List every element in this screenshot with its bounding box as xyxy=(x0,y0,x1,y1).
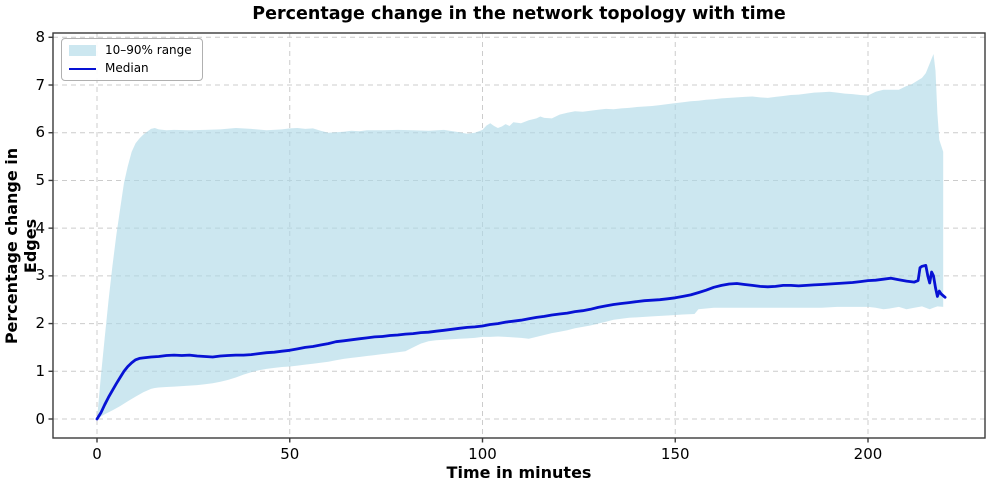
y-tick-label: 6 xyxy=(35,123,45,142)
legend-label-band: 10–90% range xyxy=(105,43,192,57)
x-tick-label: 150 xyxy=(660,445,690,463)
y-tick-label: 1 xyxy=(35,361,45,380)
y-tick-label: 0 xyxy=(35,409,45,428)
x-tick-label: 100 xyxy=(468,445,497,463)
chart-title: Percentage change in the network topolog… xyxy=(252,4,786,24)
y-tick-label: 2 xyxy=(35,314,45,333)
legend-item-median: Median xyxy=(69,61,192,76)
percentile-band-swatch xyxy=(69,45,96,57)
legend-label-median: Median xyxy=(105,61,149,76)
median-line-swatch xyxy=(69,67,96,70)
x-tick-label: 50 xyxy=(280,445,300,463)
y-tick-label: 8 xyxy=(35,27,45,46)
y-tick-label: 4 xyxy=(35,218,45,237)
y-tick-label: 3 xyxy=(35,266,45,285)
x-tick-label: 200 xyxy=(853,445,883,463)
x-tick-label: 0 xyxy=(92,445,102,463)
y-tick-label: 7 xyxy=(35,75,45,94)
y-tick-label: 5 xyxy=(35,170,45,189)
median-line xyxy=(95,263,947,421)
legend-item-band: 10–90% range xyxy=(69,43,192,57)
percentile-band-area xyxy=(97,54,944,419)
axes-spines xyxy=(52,32,986,439)
legend: 10–90% range Median xyxy=(61,38,203,82)
x-axis-label: Time in minutes xyxy=(446,463,592,482)
